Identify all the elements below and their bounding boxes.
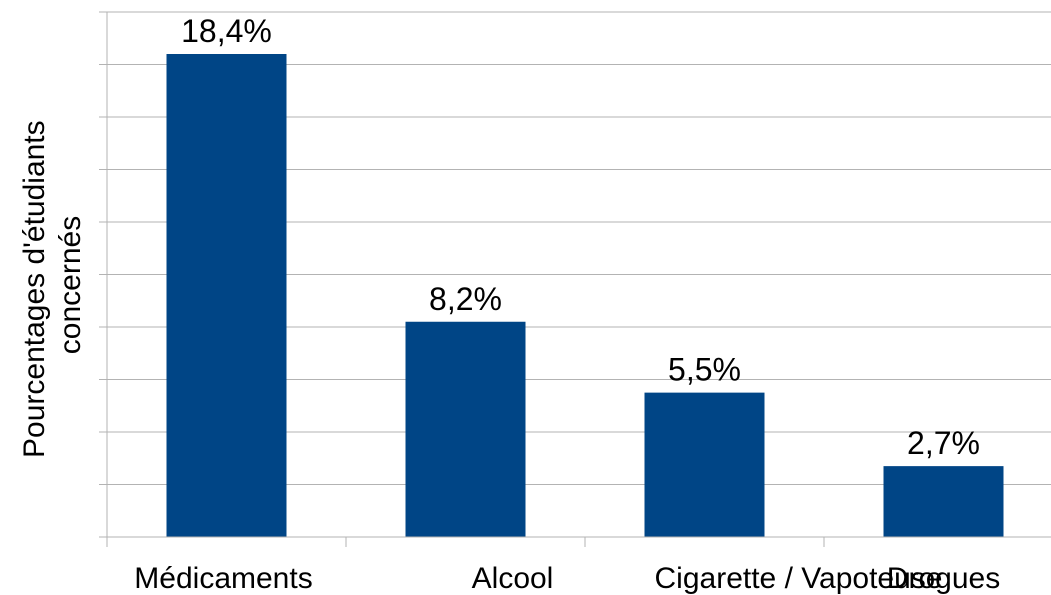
bar-1 bbox=[405, 321, 526, 537]
y-axis-label-line-1: Pourcentages d'étudiants bbox=[18, 120, 51, 458]
data-label-2: 5,5% bbox=[668, 352, 741, 388]
bars bbox=[166, 54, 1004, 537]
category-label-1: Alcool bbox=[472, 562, 554, 595]
data-label-0: 18,4% bbox=[181, 13, 272, 49]
axes bbox=[106, 12, 1051, 538]
category-label-0: Médicaments bbox=[134, 562, 312, 595]
y-axis-label-line-2: concernés bbox=[54, 216, 87, 354]
category-label-2: Cigarette / Vapoteuse bbox=[655, 562, 943, 595]
data-label-1: 8,2% bbox=[429, 281, 502, 317]
data-label-3: 2,7% bbox=[907, 425, 980, 461]
bar-2 bbox=[644, 392, 765, 537]
labels: 18,4% Médicaments 8,2% Alcool 5,5% Cigarette … bbox=[134, 13, 1000, 595]
y-axis-label: Pourcentages d'étudiants concernés bbox=[18, 112, 87, 458]
category-label-3: Drogues bbox=[887, 562, 1000, 595]
bar-3 bbox=[883, 466, 1004, 537]
bar-0 bbox=[166, 54, 287, 537]
